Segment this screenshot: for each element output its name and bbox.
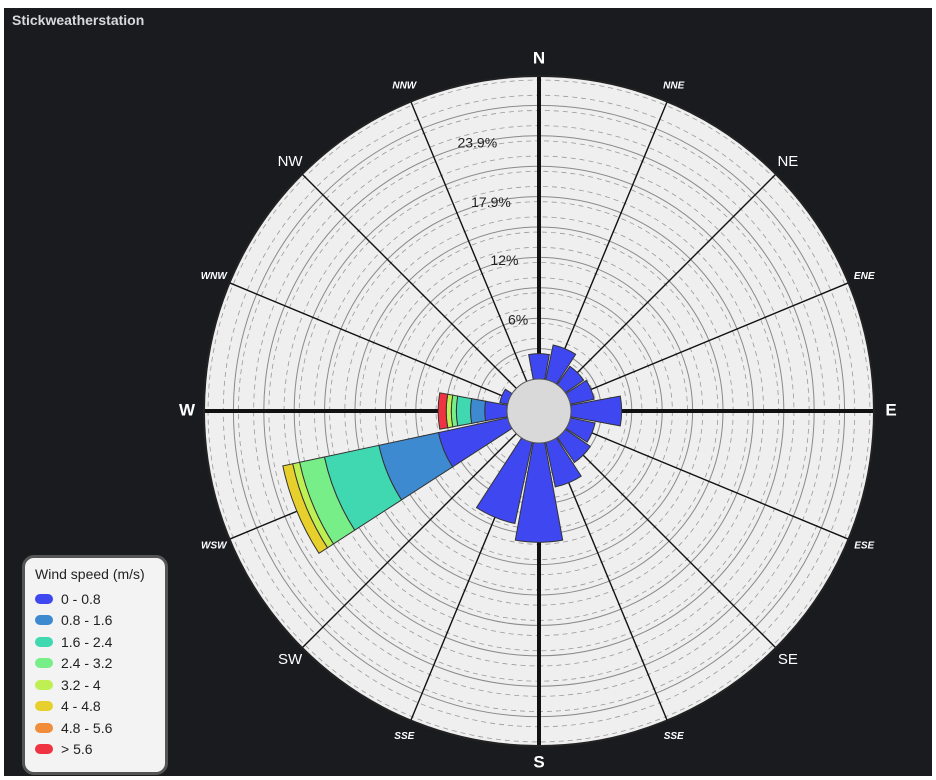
legend-item[interactable]: 4 - 4.8: [35, 696, 155, 718]
legend-label: 3.2 - 4: [61, 676, 101, 693]
legend-label: > 5.6: [61, 741, 93, 758]
radial-tick-label: 17.9%: [471, 194, 511, 210]
legend-item[interactable]: 1.6 - 2.4: [35, 631, 155, 653]
panel-title: Stickweatherstation: [12, 12, 145, 28]
legend-item[interactable]: 3.2 - 4: [35, 674, 155, 696]
direction-label-minor: SSE: [664, 731, 684, 742]
legend-swatch: [35, 593, 53, 604]
direction-label-minor: ENE: [854, 271, 875, 282]
spoke-NNW: [410, 101, 540, 412]
spoke-SW: [301, 410, 540, 649]
spoke-NE: [538, 173, 777, 412]
direction-label-S: S: [533, 752, 544, 771]
legend-label: 0 - 0.8: [61, 590, 101, 607]
legend-swatch: [35, 744, 53, 755]
direction-label-minor: WSW: [201, 540, 228, 551]
bar-WSW-bin5: [282, 463, 329, 555]
direction-label-SE: SE: [778, 651, 798, 668]
radial-tick-label: 23.9%: [457, 135, 497, 151]
legend-item[interactable]: 4.8 - 5.6: [35, 717, 155, 739]
spoke-WNW: [229, 282, 540, 412]
legend-swatch: [35, 701, 53, 712]
direction-label-E: E: [885, 400, 896, 419]
legend-item[interactable]: > 5.6: [35, 739, 155, 761]
legend-label: 4.8 - 5.6: [61, 719, 113, 736]
legend-items: 0 - 0.8 0.8 - 1.6 1.6 - 2.4 2.4 - 3.2 3.2 - …: [35, 588, 155, 760]
legend-label: 2.4 - 3.2: [61, 655, 113, 672]
legend-item[interactable]: 0 - 0.8: [35, 588, 155, 610]
direction-label-minor: WNW: [201, 271, 229, 282]
legend-item[interactable]: 2.4 - 3.2: [35, 653, 155, 675]
legend-swatch: [35, 679, 53, 690]
direction-label-SW: SW: [278, 651, 303, 668]
legend-swatch: [35, 722, 53, 733]
legend-swatch: [35, 615, 53, 626]
radial-tick-label: 6%: [508, 311, 528, 327]
wind-rose-chart: 6%12%17.9%23.9%NESWNESESWNWNNEENEESESSES…: [179, 48, 897, 771]
bar-W-bin2: [455, 395, 473, 427]
legend-title: Wind speed (m/s): [35, 566, 145, 582]
legend-label: 0.8 - 1.6: [61, 612, 113, 629]
direction-label-NW: NW: [278, 153, 304, 170]
direction-label-minor: SSE: [394, 731, 414, 742]
direction-label-minor: ESE: [854, 540, 874, 551]
bar-W-bin0: [484, 400, 509, 422]
plot-border: [203, 75, 875, 747]
direction-label-NE: NE: [777, 153, 798, 170]
dashboard-panel: Stickweatherstation 6% 12% 17.9% 23.9% N E S W N…: [4, 8, 932, 776]
direction-label-minor: NNW: [392, 80, 417, 91]
legend-swatch: [35, 658, 53, 669]
bar-W-bin1: [470, 398, 487, 424]
spoke-NW: [301, 173, 540, 412]
direction-label-W: W: [179, 400, 196, 419]
chart-legend: Wind speed (m/s) 0 - 0.8 0.8 - 1.6 1.6 - 2…: [22, 555, 168, 775]
bar-W-bin7: [437, 392, 449, 430]
radial-tick-label: 12%: [490, 252, 518, 268]
direction-label-minor: NNE: [663, 80, 684, 91]
direction-label-N: N: [533, 48, 545, 67]
legend-item[interactable]: 0.8 - 1.6: [35, 610, 155, 632]
legend-label: 4 - 4.8: [61, 698, 101, 715]
calm-center: [506, 378, 572, 444]
legend-swatch: [35, 636, 53, 647]
legend-label: 1.6 - 2.4: [61, 633, 113, 650]
